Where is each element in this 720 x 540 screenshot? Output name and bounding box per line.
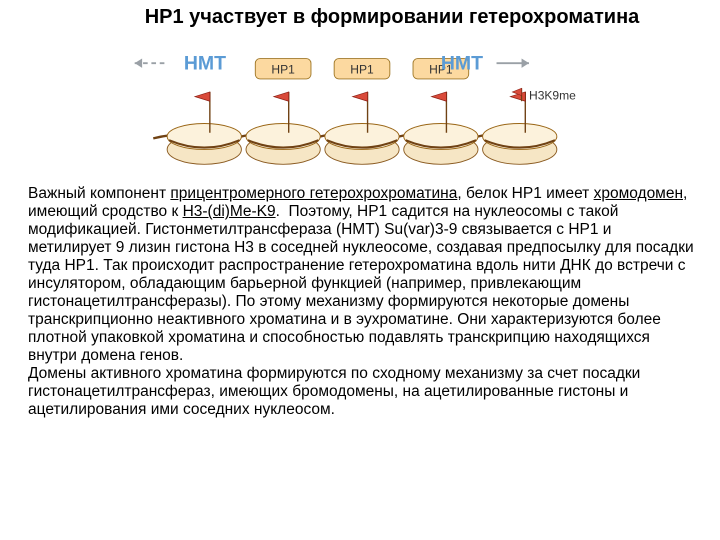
hmt-label-right: HMT [441, 53, 483, 75]
body-text-run: . Поэтому, HP1 садится на нуклеосомы с т… [28, 203, 698, 364]
hp1-label: HP1 [350, 62, 374, 76]
page-title: HP1 участвует в формировании гетерохрома… [88, 6, 696, 29]
body-text-run: хромодомен [594, 185, 683, 202]
hp1-label: HP1 [271, 62, 295, 76]
body-text-run: прицентромерного гетерохрохроматина [170, 185, 457, 202]
hmt-label-left: HMT [184, 53, 226, 75]
body-text-run: Домены активного хроматина формируются п… [28, 365, 645, 418]
h3k9me-label: H3K9me [529, 88, 576, 102]
body-text-run: , белок HP1 имеет [457, 185, 593, 202]
body-paragraph: Важный компонент прицентромерного гетеро… [28, 185, 696, 419]
body-text-run: H3-(di)Me-K9 [183, 203, 276, 220]
heterochromatin-diagram: HP1HP1HP1HMTHMTH3K9me [28, 29, 696, 179]
body-text-run: Важный компонент [28, 185, 170, 202]
